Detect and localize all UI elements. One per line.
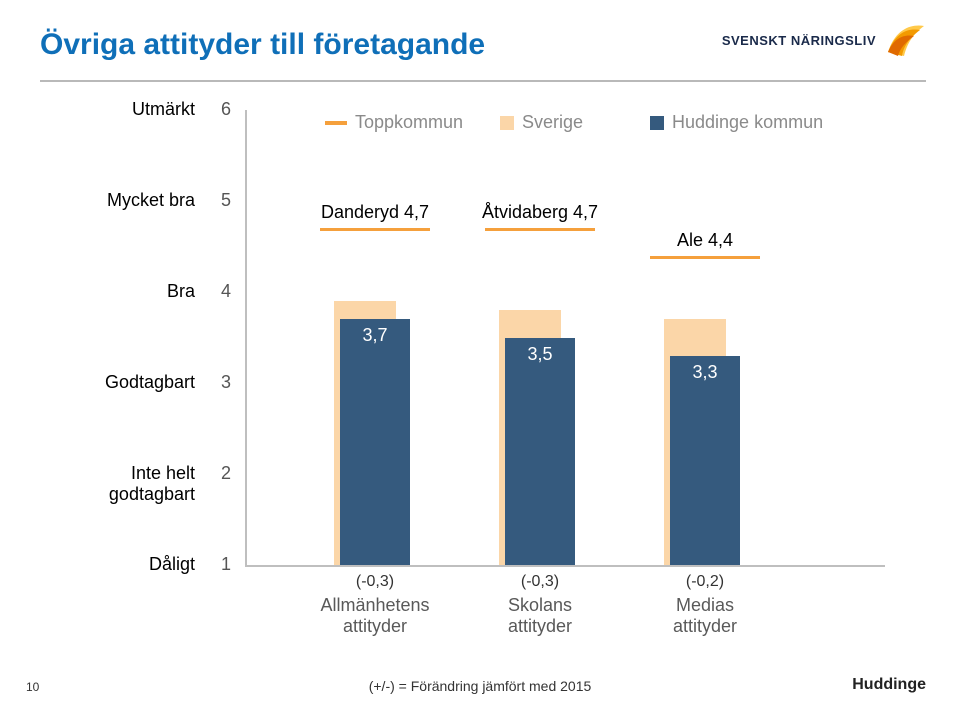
delta-label: (-0,2) bbox=[655, 573, 755, 591]
category-label: Mediasattityder bbox=[625, 595, 785, 637]
brand-logo: SVENSKT NÄRINGSLIV bbox=[722, 22, 926, 58]
y-tick-num: 4 bbox=[211, 281, 241, 302]
y-tick-label: Mycket bra bbox=[45, 190, 195, 211]
footer-note: (+/-) = Förändring jämfört med 2015 bbox=[0, 678, 960, 694]
y-tick-num: 3 bbox=[211, 372, 241, 393]
brand-logo-text: SVENSKT NÄRINGSLIV bbox=[722, 33, 876, 48]
legend-item: Huddinge kommun bbox=[650, 112, 823, 133]
bar-huddinge bbox=[670, 356, 740, 565]
legend-label: Toppkommun bbox=[355, 112, 463, 133]
y-tick-label: Inte helt godtagbart bbox=[45, 463, 195, 505]
category-label: Skolansattityder bbox=[460, 595, 620, 637]
slide: Övriga attityder till företagande SVENSK… bbox=[0, 0, 960, 712]
y-tick-label: Bra bbox=[45, 281, 195, 302]
y-tick-num: 2 bbox=[211, 463, 241, 484]
toppkommun-label: Danderyd 4,7 bbox=[295, 202, 455, 223]
toppkommun-line bbox=[650, 256, 760, 259]
y-tick-num: 1 bbox=[211, 554, 241, 575]
y-tick-num: 6 bbox=[211, 99, 241, 120]
legend-swatch bbox=[500, 116, 514, 130]
bar-huddinge bbox=[340, 319, 410, 565]
bar-value-label: 3,5 bbox=[510, 344, 570, 365]
toppkommun-label: Åtvidaberg 4,7 bbox=[460, 202, 620, 223]
bar-value-label: 3,7 bbox=[345, 325, 405, 346]
legend-item: Toppkommun bbox=[325, 112, 463, 133]
legend-swatch bbox=[325, 121, 347, 125]
bar-value-label: 3,3 bbox=[675, 362, 735, 383]
legend-label: Sverige bbox=[522, 112, 583, 133]
toppkommun-label: Ale 4,4 bbox=[625, 230, 785, 251]
x-axis bbox=[245, 565, 885, 567]
category-label: Allmänhetensattityder bbox=[295, 595, 455, 637]
y-axis bbox=[245, 110, 247, 565]
delta-label: (-0,3) bbox=[325, 573, 425, 591]
toppkommun-line bbox=[485, 228, 595, 231]
y-tick-num: 5 bbox=[211, 190, 241, 211]
bar-huddinge bbox=[505, 338, 575, 566]
legend-swatch bbox=[650, 116, 664, 130]
delta-label: (-0,3) bbox=[490, 573, 590, 591]
y-tick-label: Godtagbart bbox=[45, 372, 195, 393]
flame-icon bbox=[882, 22, 926, 58]
footer-location: Huddinge bbox=[852, 676, 926, 694]
chart-plot-area: 3,7 Danderyd 4,7 3,5 Åtvidaberg 4,7 3,3 Ale 4… bbox=[245, 110, 885, 565]
title-rule bbox=[40, 80, 926, 82]
toppkommun-line bbox=[320, 228, 430, 231]
legend-item: Sverige bbox=[500, 112, 583, 133]
y-tick-label: Utmärkt bbox=[45, 99, 195, 120]
y-tick-label: Dåligt bbox=[45, 554, 195, 575]
page-title: Övriga attityder till företagande bbox=[40, 28, 485, 62]
legend-label: Huddinge kommun bbox=[672, 112, 823, 133]
